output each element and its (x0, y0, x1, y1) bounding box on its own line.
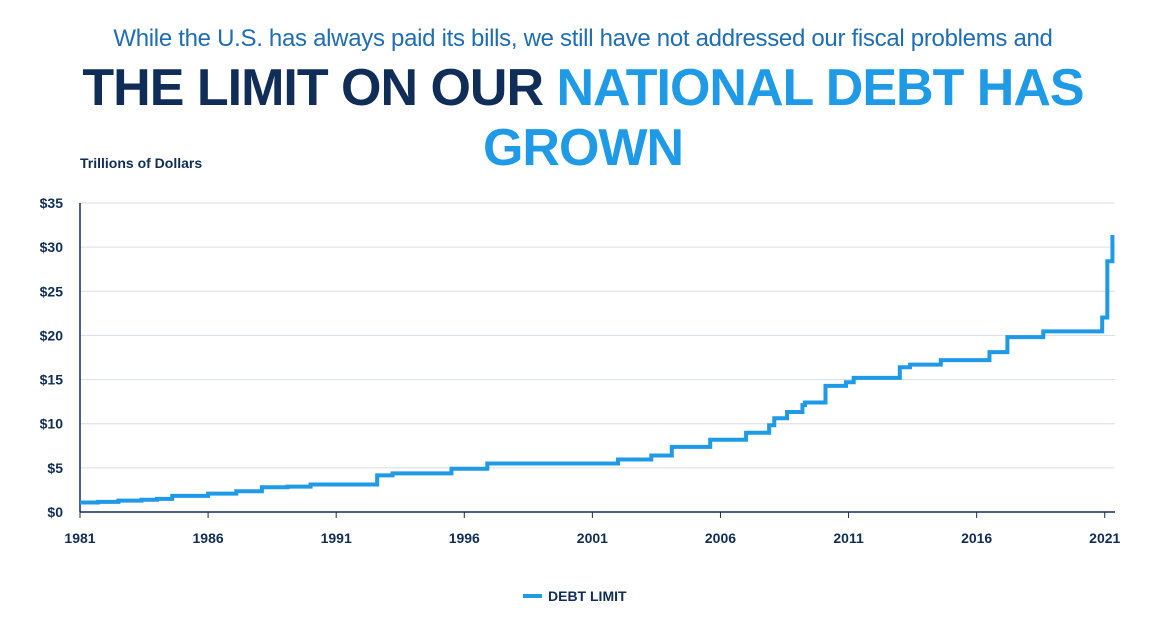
y-tick-label: $30 (40, 239, 64, 255)
x-tick-label: 1991 (321, 530, 352, 546)
legend[interactable]: DEBT LIMIT (523, 588, 627, 604)
legend-label-debt-limit: DEBT LIMIT (548, 588, 627, 604)
x-tick-label: 1996 (449, 530, 480, 546)
series-layer (80, 234, 1115, 505)
y-tick-label: $0 (47, 504, 63, 520)
y-tick-label: $10 (40, 416, 64, 432)
y-tick-label: $20 (40, 327, 64, 343)
x-tick-label: 2021 (1089, 530, 1120, 546)
x-tick-label: 2016 (961, 530, 992, 546)
x-tick-label: 2001 (577, 530, 608, 546)
y-tick-label: $15 (40, 372, 64, 388)
title-part-dark: THE LIMIT ON OUR (82, 59, 557, 117)
y-axis: $0 $5 $10 $15 $20 $25 $30 $35 (40, 195, 81, 520)
chart-subtitle: While the U.S. has always paid its bills… (113, 25, 1053, 52)
chart-title: THE LIMIT ON OUR NATIONAL DEBT HAS GROWN (0, 58, 1166, 178)
y-tick-label: $25 (40, 283, 64, 299)
y-tick-label: $5 (47, 460, 63, 476)
y-axis-unit-label: Trillions of Dollars (80, 155, 202, 171)
x-tick-label: 2006 (705, 530, 736, 546)
x-axis: 1981 1986 1991 1996 2001 2006 2011 2016 2021 (64, 512, 1121, 546)
title-part-accent: NATIONAL DEBT HAS GROWN (482, 59, 1085, 177)
series-line-debt-limit (80, 234, 1115, 505)
x-tick-label: 2011 (833, 530, 864, 546)
x-tick-label: 1981 (64, 530, 95, 546)
y-tick-label: $35 (40, 195, 64, 211)
gridlines (80, 202, 1115, 513)
x-tick-label: 1986 (193, 530, 224, 546)
